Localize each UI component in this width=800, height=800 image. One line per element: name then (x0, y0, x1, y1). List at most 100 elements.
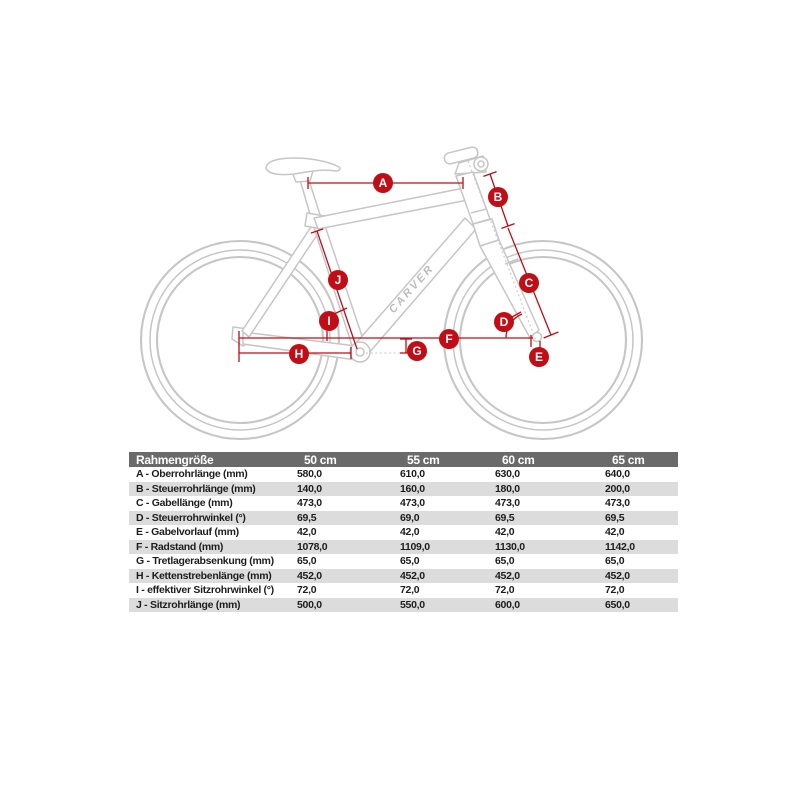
label-circle (439, 329, 459, 349)
value-cell: 72,0 (605, 584, 625, 597)
table-row: G - Tretlagerabsenkung (mm) 65,0 65,0 65,0 6… (129, 554, 678, 569)
table-row: E - Gabelvorlauf (mm) 42,0 42,0 42,0 42,0 (129, 525, 678, 540)
diagram-letter-badges: A B C D E F G H I J (289, 173, 549, 367)
table-row: C - Gabellänge (mm) 473,0 473,0 473,0 473,0 (129, 496, 678, 511)
row-letter: G (136, 555, 144, 568)
value-cell: 200,0 (605, 482, 630, 495)
bottom-bracket (349, 341, 371, 363)
value-cell: 42,0 (495, 526, 515, 539)
row-letter: E (136, 526, 143, 539)
value-cell: 140,0 (297, 482, 322, 495)
table-row: A - Oberrohrlänge (mm) 580,0 610,0 630,0 640… (129, 467, 678, 482)
value-cell: 72,0 (495, 584, 515, 597)
row-letter: J (136, 598, 142, 611)
header-size-65: 65 cm (605, 452, 678, 467)
top-tube (313, 187, 469, 230)
row-letter: I (136, 584, 139, 597)
value-cell: 640,0 (605, 468, 630, 481)
bike-frame: CARVER (231, 146, 543, 363)
value-cell: 69,5 (495, 511, 515, 524)
value-cell: 42,0 (400, 526, 420, 539)
label-letter: B (494, 190, 503, 204)
label-circle (407, 341, 427, 361)
value-cell: 550,0 (400, 598, 425, 611)
value-cell: 180,0 (495, 482, 520, 495)
row-measure-label: Radstand (mm) (150, 540, 224, 553)
row-separator: - (143, 497, 152, 510)
value-cell: 473,0 (605, 497, 630, 510)
value-cell: 452,0 (605, 569, 630, 582)
label-circle (373, 173, 393, 193)
bar-clamp (473, 156, 489, 172)
label-circle (519, 273, 539, 293)
value-cell: 500,0 (297, 598, 322, 611)
table-header-row: Rahmengröße 50 cm 55 cm 60 cm 65 cm (129, 452, 678, 467)
value-cell: 473,0 (400, 497, 425, 510)
row-label-cell: I - effektiver Sitzrohrwinkel (°) (129, 583, 297, 598)
header-size-55: 55 cm (400, 452, 495, 467)
row-separator: - (143, 569, 152, 582)
value-cell: 1130,0 (495, 540, 525, 553)
diagram-label-C: C (519, 273, 539, 293)
value-cell: 42,0 (297, 526, 317, 539)
value-cell: 65,0 (297, 555, 317, 568)
table-row: J - Sitzrohrlänge (mm) 500,0 550,0 600,0 650… (129, 597, 678, 613)
diagram-label-A: A (373, 173, 393, 193)
row-measure-label: Tretlagerabsenkung (mm) (152, 555, 274, 568)
value-cell: 650,0 (605, 598, 630, 611)
label-letter: F (445, 332, 452, 346)
value-cell: 65,0 (605, 555, 625, 568)
row-label-cell: G - Tretlagerabsenkung (mm) (129, 554, 297, 569)
front-hub (531, 331, 543, 343)
label-circle (319, 311, 339, 331)
row-separator: - (143, 555, 153, 568)
label-letter: J (335, 273, 342, 287)
row-letter: C (136, 497, 144, 510)
value-cell: 1078,0 (297, 540, 328, 553)
value-cell: 630,0 (495, 468, 520, 481)
label-circle (328, 270, 348, 290)
row-letter: H (136, 569, 144, 582)
value-cell: 600,0 (495, 598, 520, 611)
row-measure-label: Oberrohrlänge (mm) (151, 468, 248, 481)
row-separator: - (142, 526, 152, 539)
value-cell: 1142,0 (605, 540, 635, 553)
row-measure-label: Gabellänge (mm) (151, 497, 233, 510)
label-letter: E (535, 350, 543, 364)
row-label-cell: F - Radstand (mm) (129, 540, 297, 555)
table-row: D - Steuerrohrwinkel (°) 69,5 69,0 69,5 69,5 (129, 510, 678, 526)
value-cell: 69,5 (297, 511, 317, 524)
label-letter: I (327, 314, 330, 328)
row-separator: - (141, 598, 150, 611)
header-size-60: 60 cm (495, 452, 605, 467)
value-cell: 610,0 (400, 468, 425, 481)
row-label-cell: J - Sitzrohrlänge (mm) (129, 598, 297, 613)
value-cell: 72,0 (297, 584, 317, 597)
row-label-cell: A - Oberrohrlänge (mm) (129, 467, 297, 482)
value-cell: 42,0 (605, 526, 625, 539)
header-size-50: 50 cm (297, 452, 400, 467)
diagram-label-B: B (488, 187, 508, 207)
table-row: F - Radstand (mm) 1078,0 1109,0 1130,0 1142,… (129, 539, 678, 555)
row-measure-label: Kettenstrebenlänge (mm) (151, 569, 272, 582)
label-circle (494, 312, 514, 332)
brand-logo: CARVER (387, 262, 437, 316)
value-cell: 452,0 (495, 569, 520, 582)
value-cell: 69,5 (605, 511, 625, 524)
row-separator: - (143, 511, 152, 524)
row-label-cell: C - Gabellänge (mm) (129, 496, 297, 511)
row-separator: - (142, 468, 152, 481)
row-measure-label: Steuerrohrlänge (mm) (151, 482, 256, 495)
row-label-cell: B - Steuerrohrlänge (mm) (129, 482, 297, 497)
value-cell: 580,0 (297, 468, 322, 481)
row-separator: - (138, 584, 148, 597)
label-circle (529, 347, 549, 367)
row-separator: - (143, 482, 152, 495)
row-label-cell: E - Gabelvorlauf (mm) (129, 525, 297, 540)
row-letter: B (136, 482, 144, 495)
row-letter: D (136, 511, 144, 524)
row-label-cell: D - Steuerrohrwinkel (°) (129, 511, 297, 526)
header-frame-size: Rahmengröße (129, 452, 297, 467)
